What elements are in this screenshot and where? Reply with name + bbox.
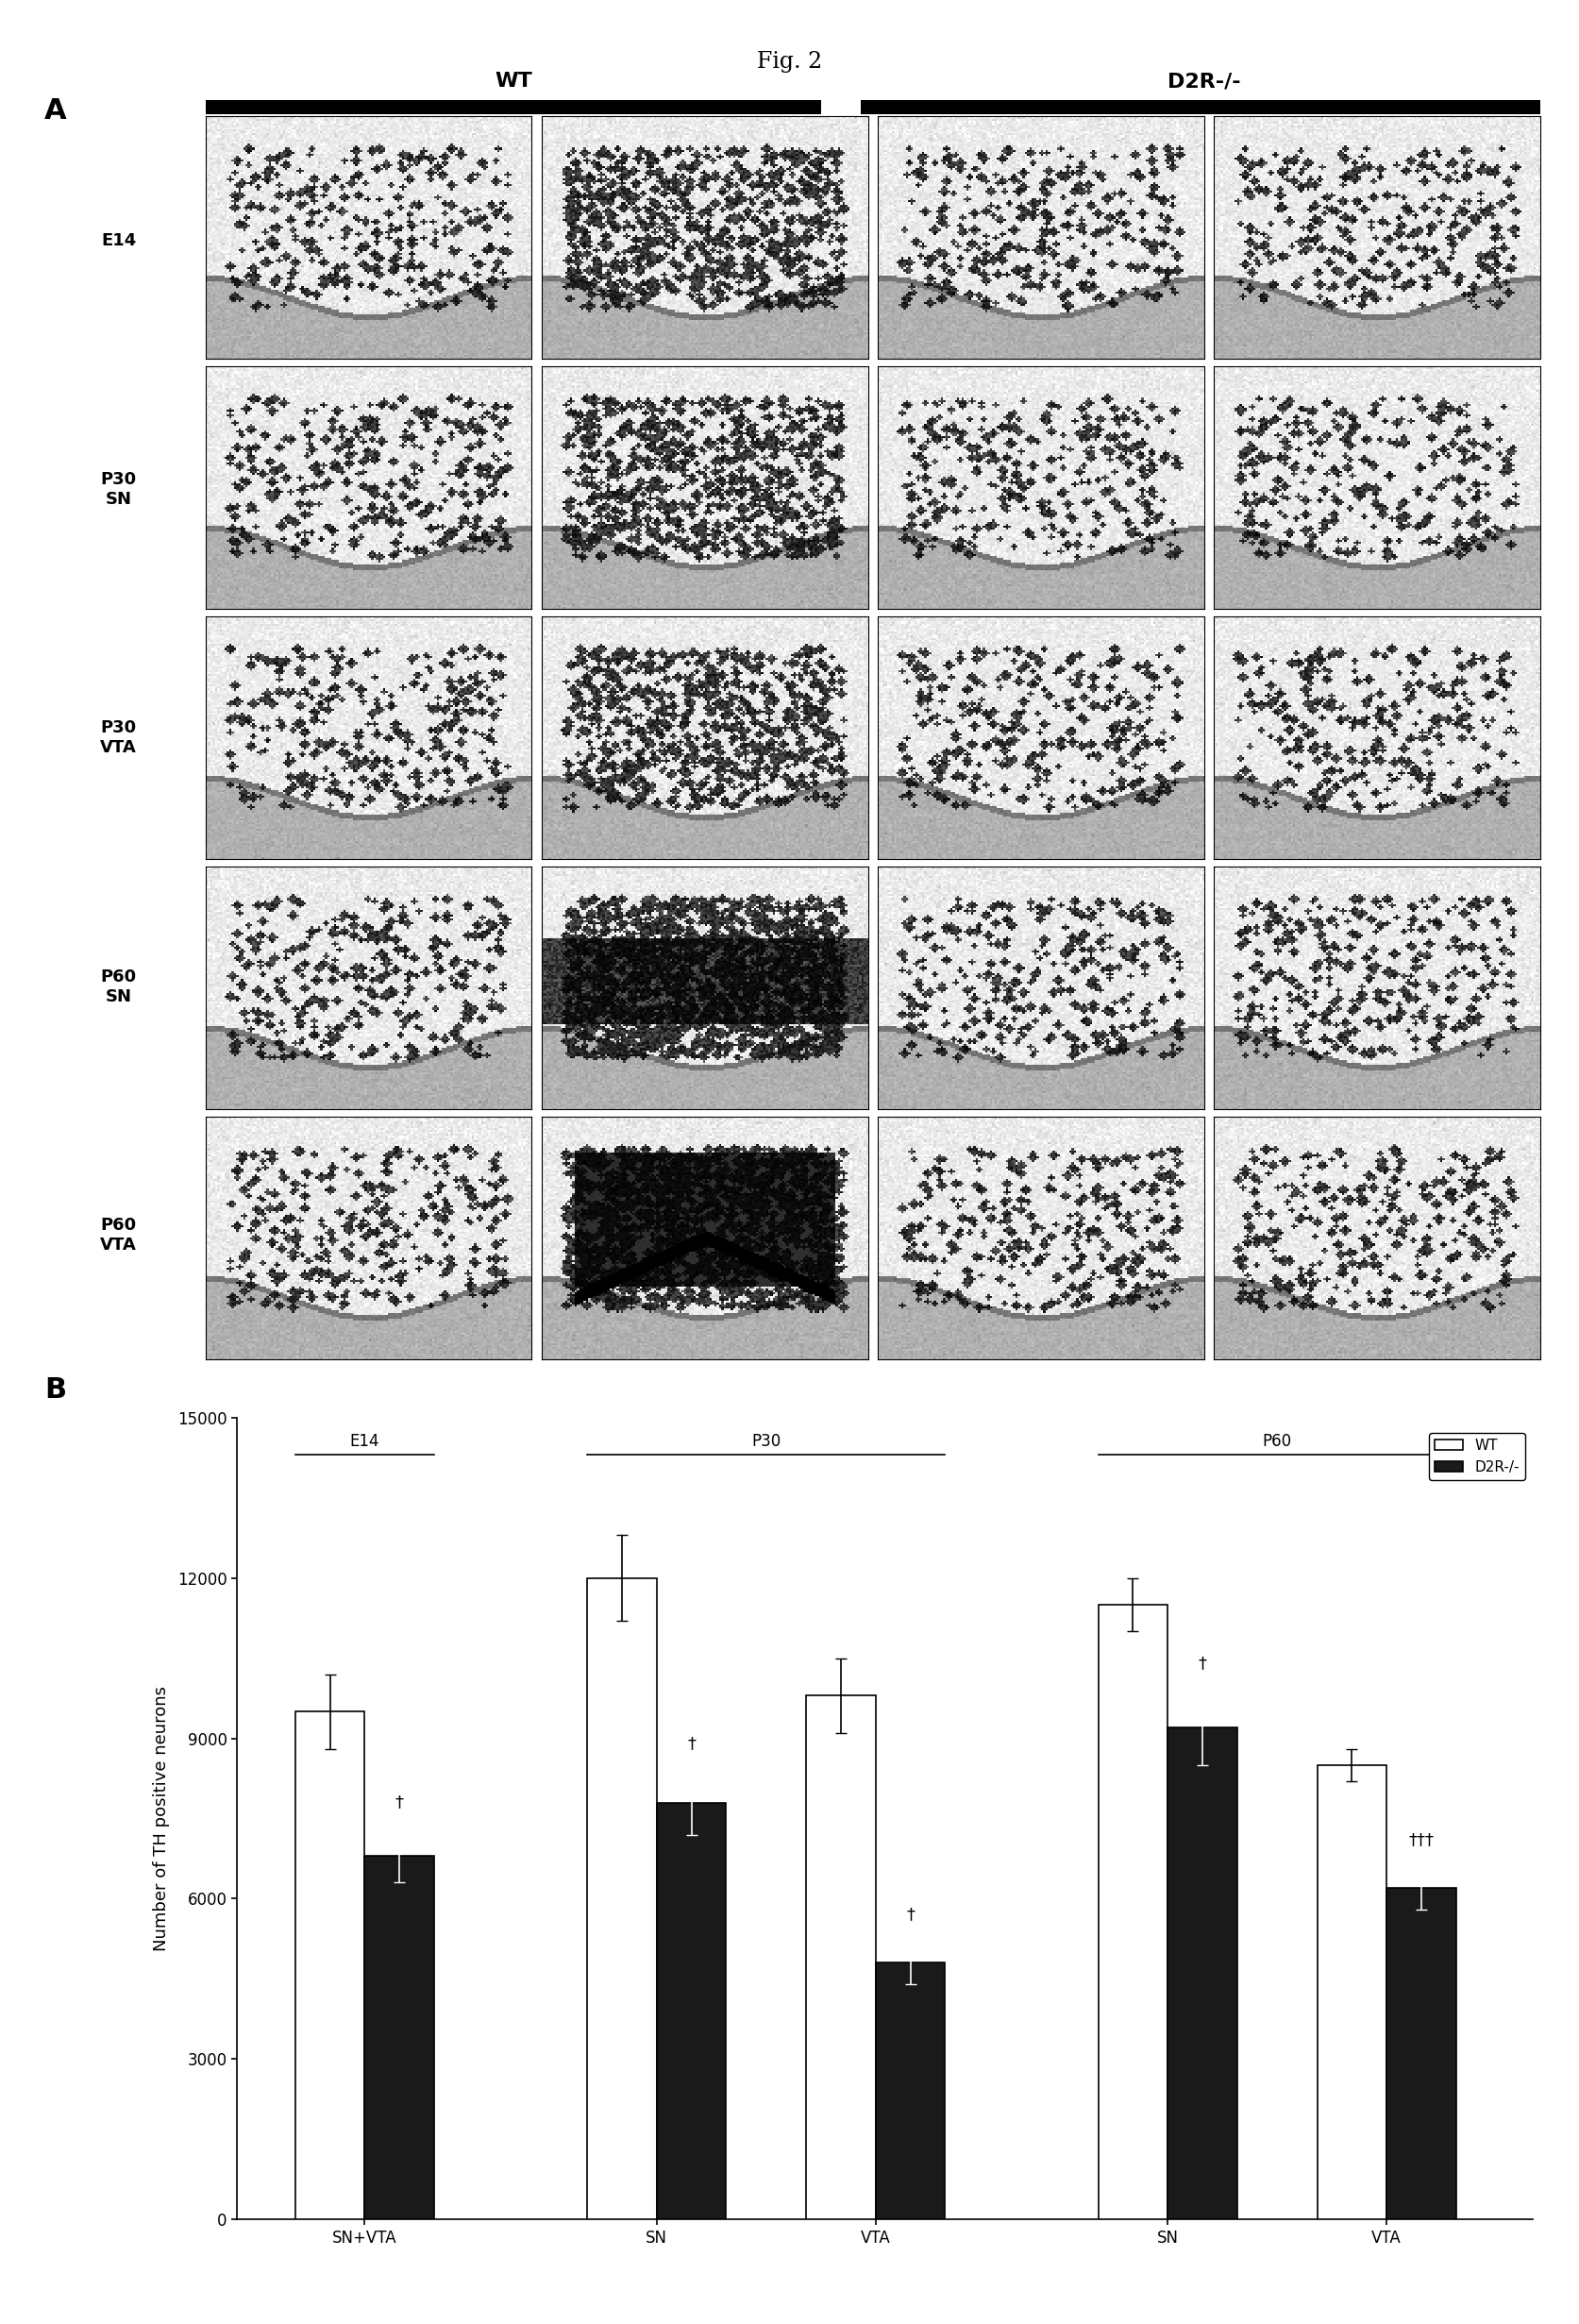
Text: A: A — [44, 98, 66, 125]
Text: E14: E14 — [101, 232, 136, 249]
Y-axis label: Number of TH positive neurons: Number of TH positive neurons — [153, 1685, 169, 1952]
Text: †: † — [687, 1734, 695, 1752]
Text: WT: WT — [494, 72, 532, 91]
Text: P60
VTA: P60 VTA — [99, 1218, 137, 1253]
Bar — [365, 1857, 434, 2219]
Text: †††: ††† — [1407, 1831, 1434, 1848]
Text: P30
VTA: P30 VTA — [99, 720, 137, 755]
Text: B: B — [44, 1376, 66, 1404]
Text: P30
SN: P30 SN — [101, 472, 136, 507]
Bar — [1097, 1604, 1167, 2219]
Text: P60
SN: P60 SN — [101, 969, 136, 1004]
Text: D2R-/-: D2R-/- — [1167, 72, 1240, 91]
Bar — [587, 1578, 657, 2219]
Bar — [1317, 1766, 1386, 2219]
Bar — [805, 1697, 875, 2219]
Legend: WT, D2R-/-: WT, D2R-/- — [1427, 1434, 1524, 1480]
Text: †: † — [905, 1906, 914, 1922]
Text: †: † — [1197, 1655, 1206, 1671]
Text: P60: P60 — [1262, 1432, 1292, 1450]
Text: †: † — [395, 1794, 403, 1810]
Bar — [657, 1803, 726, 2219]
Text: Fig. 2: Fig. 2 — [756, 51, 823, 72]
Text: E14: E14 — [349, 1432, 379, 1450]
Bar — [875, 1964, 944, 2219]
Bar — [1167, 1727, 1236, 2219]
Bar — [1386, 1887, 1454, 2219]
Bar — [295, 1710, 365, 2219]
Text: P30: P30 — [752, 1432, 780, 1450]
